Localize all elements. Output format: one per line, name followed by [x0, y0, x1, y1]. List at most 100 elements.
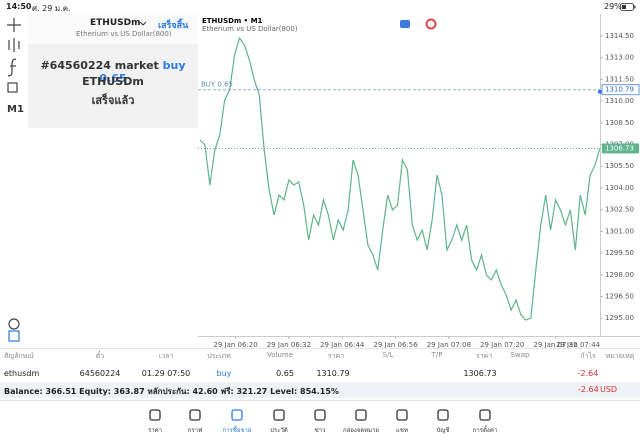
y-tick-label: 1314.50 [605, 32, 634, 40]
crosshair-icon[interactable] [7, 18, 21, 32]
nav-icon[interactable] [395, 408, 409, 422]
panel-symbol[interactable]: ETHUSDm [90, 18, 141, 28]
timeframe[interactable]: M1 [7, 104, 24, 115]
done-button[interactable]: เสร็จสิ้น [158, 21, 189, 31]
add-icon[interactable] [8, 330, 20, 342]
table-header: Swap [510, 351, 530, 359]
table-cell: 0.65 [276, 369, 294, 378]
table-cell: 64560224 [79, 369, 121, 378]
table-header: S/L [382, 351, 394, 359]
nav-label[interactable]: การซื้อขาย [222, 427, 252, 434]
order-line-label: BUY 0.65 [201, 81, 233, 89]
x-tick-label: 29 Jan 07:20 [480, 341, 524, 349]
nav-icon[interactable] [148, 408, 162, 422]
order-panel-header [28, 14, 198, 44]
nav-icon-shape [314, 409, 326, 421]
message-symbol: ETHUSDm [82, 75, 144, 88]
table-cell: ethusdm [4, 369, 40, 378]
plot-area [198, 14, 600, 336]
balance-bar: Balance: 366.51 Equity: 363.87 หลักประกั… [0, 382, 640, 398]
nav-icon[interactable] [188, 408, 202, 422]
price-label: 1306.73 [605, 144, 634, 152]
y-tick-label: 1302.50 [605, 206, 634, 214]
nav-label[interactable]: ราคา [148, 427, 162, 434]
nav-icon[interactable] [436, 408, 450, 422]
message-prefix: #64560224 market [40, 59, 159, 72]
price-line-series [199, 36, 601, 321]
table-header: T/P [431, 351, 443, 359]
order-message: #64560224 market buy 0.65 [28, 59, 198, 85]
nav-label[interactable]: การตั้งค่า [472, 427, 498, 434]
y-tick-label: 1311.50 [605, 75, 634, 83]
function-icon[interactable] [7, 58, 17, 77]
status-date: ศ. 29 ม.ค. [32, 4, 71, 13]
y-tick-label: 1295.00 [605, 314, 634, 322]
table-divider [0, 348, 640, 349]
message-status: เสร็จแล้ว [91, 94, 135, 107]
table-header: เวลา [158, 352, 174, 360]
order-marker [598, 89, 602, 94]
price-box [602, 143, 639, 154]
positions-table: สัญลักษณ์ ตั๋ว เวลา ประเภท Volume ราคา S/L T/P ร… [0, 349, 640, 384]
nav-icon[interactable] [354, 408, 368, 422]
x-tick-label: 29 Jan 07:32 [533, 341, 577, 349]
y-tick-label: 1305.50 [605, 162, 634, 170]
nav-icon[interactable] [313, 408, 327, 422]
table-header: ราคา [475, 352, 493, 360]
nav-icon-shape [355, 409, 367, 421]
status-time: 14:50 [6, 2, 32, 11]
chart-subtitle: Etherium vs US Dollar(800) [202, 25, 298, 33]
balance-currency: USD [600, 385, 618, 394]
y-tick-label: 1301.00 [605, 227, 634, 235]
nav-icon-shape [396, 409, 408, 421]
x-tick-label: 29 Jan 06:44 [320, 341, 365, 349]
bottom-nav: ราคา กราฟ การซื้อขาย ประวัติ ข่าว กล่องจดหมาย… [0, 400, 640, 448]
nav-icon[interactable] [272, 408, 286, 422]
nav-label[interactable]: กล่องจดหมาย [342, 427, 380, 434]
table-header: ตั๋ว [95, 352, 105, 360]
nav-icon-shape [231, 409, 243, 421]
nav-label[interactable]: กราฟ [187, 427, 203, 434]
table-cell: -2.64 [577, 369, 599, 378]
y-tick-label: 1299.50 [605, 249, 634, 257]
table-header: กำไร [580, 352, 596, 360]
table-header: ประเภท [207, 352, 231, 360]
dropdown-icon[interactable] [139, 21, 147, 27]
nav-icon[interactable] [230, 408, 244, 422]
one-click-icon[interactable] [400, 20, 410, 28]
x-tick-label: 29 Jan 07:08 [427, 341, 471, 349]
table-cell: 1310.79 [316, 369, 350, 378]
x-tick-label: 29 Jan 06:32 [267, 341, 311, 349]
left-toolbar [7, 18, 21, 342]
status-battery: 29% [604, 2, 622, 11]
balance-profit: -2.64 [578, 385, 599, 394]
table-header: หมายเหตุ [605, 352, 635, 360]
y-tick-label: 1310.00 [605, 97, 634, 105]
battery-icon [620, 3, 636, 11]
chart: ETHUSDm • M1 Etherium vs US Dollar(800) … [198, 14, 640, 349]
table-cell: 1306.73 [463, 369, 497, 378]
x-tick-label: 29 Jan 06:56 [373, 341, 418, 349]
indicator-icon[interactable] [8, 38, 20, 52]
balance-text: Balance: 366.51 Equity: 363.87 หลักประกั… [4, 387, 339, 396]
trade-icon[interactable] [425, 18, 437, 30]
objects-icon[interactable] [7, 82, 18, 93]
table-cell: buy [216, 369, 232, 378]
zoom-icon[interactable] [8, 318, 20, 330]
nav-icon[interactable] [478, 408, 492, 422]
nav-label[interactable]: ประวัติ [270, 427, 288, 434]
order-price-box [601, 84, 640, 96]
nav-label[interactable]: แชท [396, 427, 408, 434]
table-header: สัญลักษณ์ [4, 352, 34, 360]
nav-label[interactable]: ข่าว [314, 427, 326, 434]
y-tick-label: 1298.00 [605, 271, 634, 279]
y-tick-label: 1304.00 [605, 184, 634, 192]
nav-icon-shape [189, 409, 201, 421]
nav-icon-shape [273, 409, 285, 421]
nav-icon-shape [479, 409, 491, 421]
x-tick-label: 29 Jan 07:44 [556, 341, 601, 349]
nav-label[interactable]: บัญชี [436, 427, 450, 434]
message-action: buy 0.65 [99, 59, 186, 85]
y-tick-label: 1313.00 [605, 54, 634, 62]
